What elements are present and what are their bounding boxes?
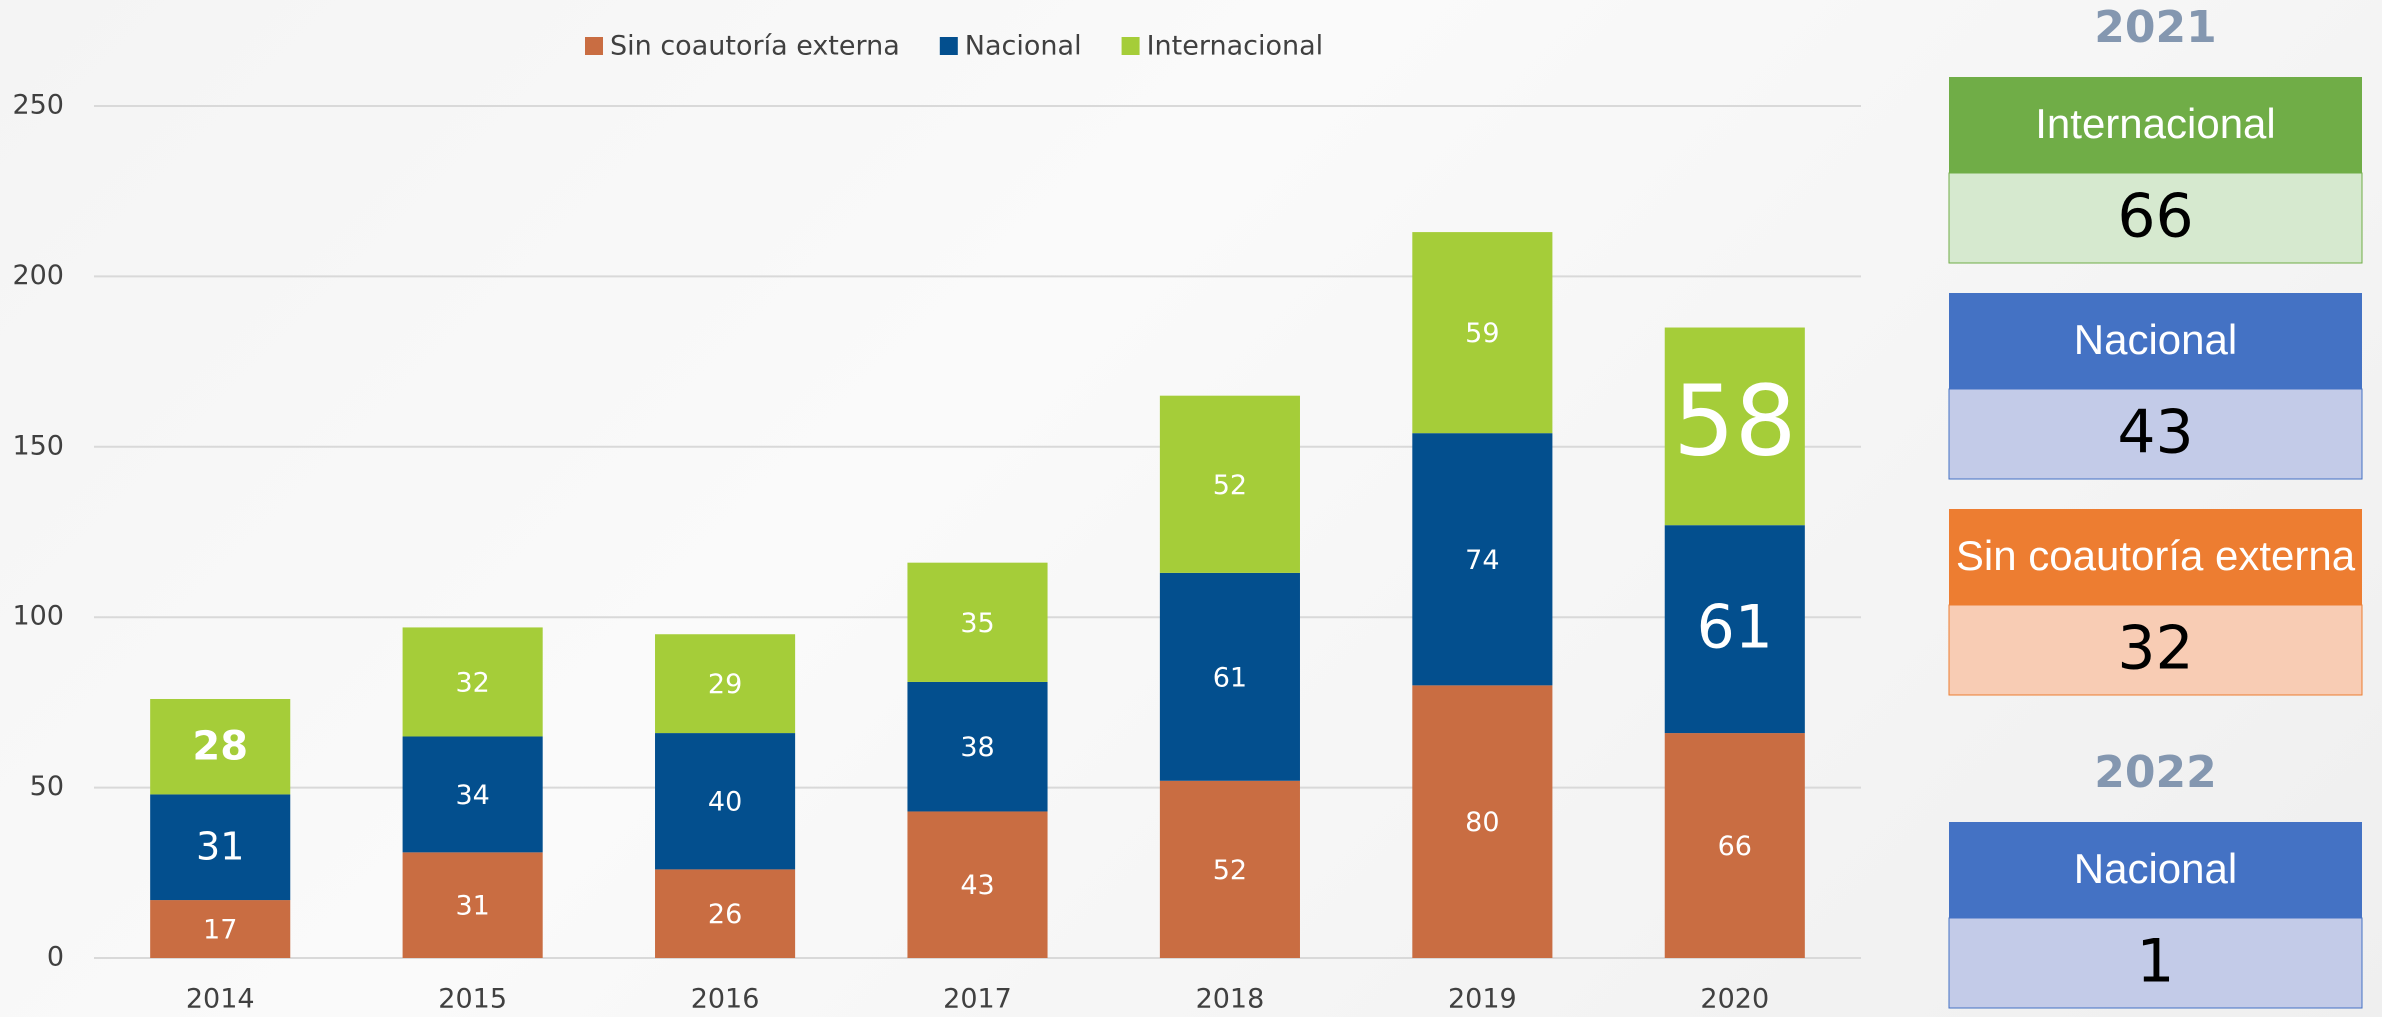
summary-label: Sin coautoría externa	[1956, 532, 2356, 579]
summary-value: 66	[2117, 182, 2193, 252]
bar-segment	[655, 869, 796, 958]
x-tick-label: 2017	[943, 984, 1012, 1015]
bar-segment	[1412, 433, 1553, 686]
data-label: 43	[960, 870, 994, 901]
summary-year: 2022	[2094, 747, 2216, 798]
data-label: 26	[708, 899, 742, 930]
bar-segment	[1159, 780, 1300, 958]
data-label: 34	[455, 780, 489, 811]
data-label: 59	[1465, 318, 1499, 349]
legend-swatch	[1121, 37, 1140, 55]
data-label: 61	[1697, 593, 1773, 663]
summary-value: 43	[2117, 398, 2193, 468]
bar-segment	[1412, 232, 1553, 434]
legend-swatch	[939, 37, 958, 55]
summary-header	[1949, 77, 2362, 173]
bar-segment	[655, 733, 796, 870]
data-label: 31	[196, 825, 244, 869]
data-label: 74	[1465, 545, 1499, 576]
x-tick-label: 2019	[1448, 984, 1517, 1015]
bar-segment	[1664, 525, 1805, 734]
bar-segment	[150, 698, 291, 795]
summary-value-box	[1948, 388, 2363, 480]
summary-header	[1949, 293, 2362, 389]
bar-segment	[1664, 733, 1805, 958]
x-tick-label: 2014	[186, 984, 255, 1015]
data-label: 32	[455, 667, 489, 698]
y-tick-label: 200	[12, 260, 64, 291]
data-label: 52	[1213, 855, 1247, 886]
x-tick-label: 2018	[1196, 984, 1265, 1015]
bar-segment	[1412, 685, 1553, 958]
data-label: 28	[192, 724, 248, 770]
data-label: 29	[708, 669, 742, 700]
y-tick-label: 0	[47, 942, 64, 973]
bar-segment	[655, 634, 796, 734]
data-label: 35	[960, 608, 994, 639]
bar-segment	[1159, 395, 1300, 573]
bar-segment	[402, 852, 543, 958]
bar-segment	[402, 736, 543, 853]
data-label: 38	[960, 732, 994, 763]
y-tick-label: 250	[12, 90, 64, 121]
bar-segment	[907, 811, 1048, 958]
y-tick-label: 50	[30, 771, 64, 802]
data-label: 52	[1213, 470, 1247, 501]
data-label: 66	[1718, 831, 1752, 862]
bar-segment	[150, 794, 291, 901]
bar-segment	[402, 627, 543, 737]
data-label: 58	[1673, 365, 1796, 478]
x-tick-label: 2015	[438, 984, 507, 1015]
summary-label: Nacional	[2074, 845, 2237, 892]
summary-label: Nacional	[2074, 316, 2237, 363]
bar-segment	[907, 681, 1048, 812]
y-tick-label: 100	[12, 601, 64, 632]
data-label: 17	[203, 915, 237, 946]
summary-value: 1	[2136, 927, 2174, 997]
summary-header	[1949, 509, 2362, 605]
summary-value: 32	[2117, 614, 2193, 684]
bar-segment	[1664, 327, 1805, 526]
legend-label: Sin coautoría externa	[610, 31, 900, 62]
summary-year: 2021	[2094, 2, 2216, 53]
bar-segment	[907, 562, 1048, 682]
data-label: 80	[1465, 807, 1499, 838]
summary-value-box	[1948, 172, 2363, 264]
x-tick-label: 2020	[1700, 984, 1769, 1015]
summary-header	[1949, 822, 2362, 918]
summary-value-box	[1948, 604, 2363, 696]
legend-swatch	[585, 37, 603, 55]
data-label: 61	[1213, 662, 1247, 693]
data-label: 31	[455, 891, 489, 922]
bar-segment	[1159, 572, 1300, 781]
y-tick-label: 150	[12, 430, 64, 461]
summary-label: Internacional	[2035, 100, 2276, 147]
data-label: 40	[708, 787, 742, 818]
summary-value-box	[1948, 917, 2363, 1009]
legend-label: Internacional	[1147, 31, 1324, 62]
bar-segment	[150, 900, 291, 958]
legend-label: Nacional	[965, 31, 1082, 62]
x-tick-label: 2016	[691, 984, 760, 1015]
